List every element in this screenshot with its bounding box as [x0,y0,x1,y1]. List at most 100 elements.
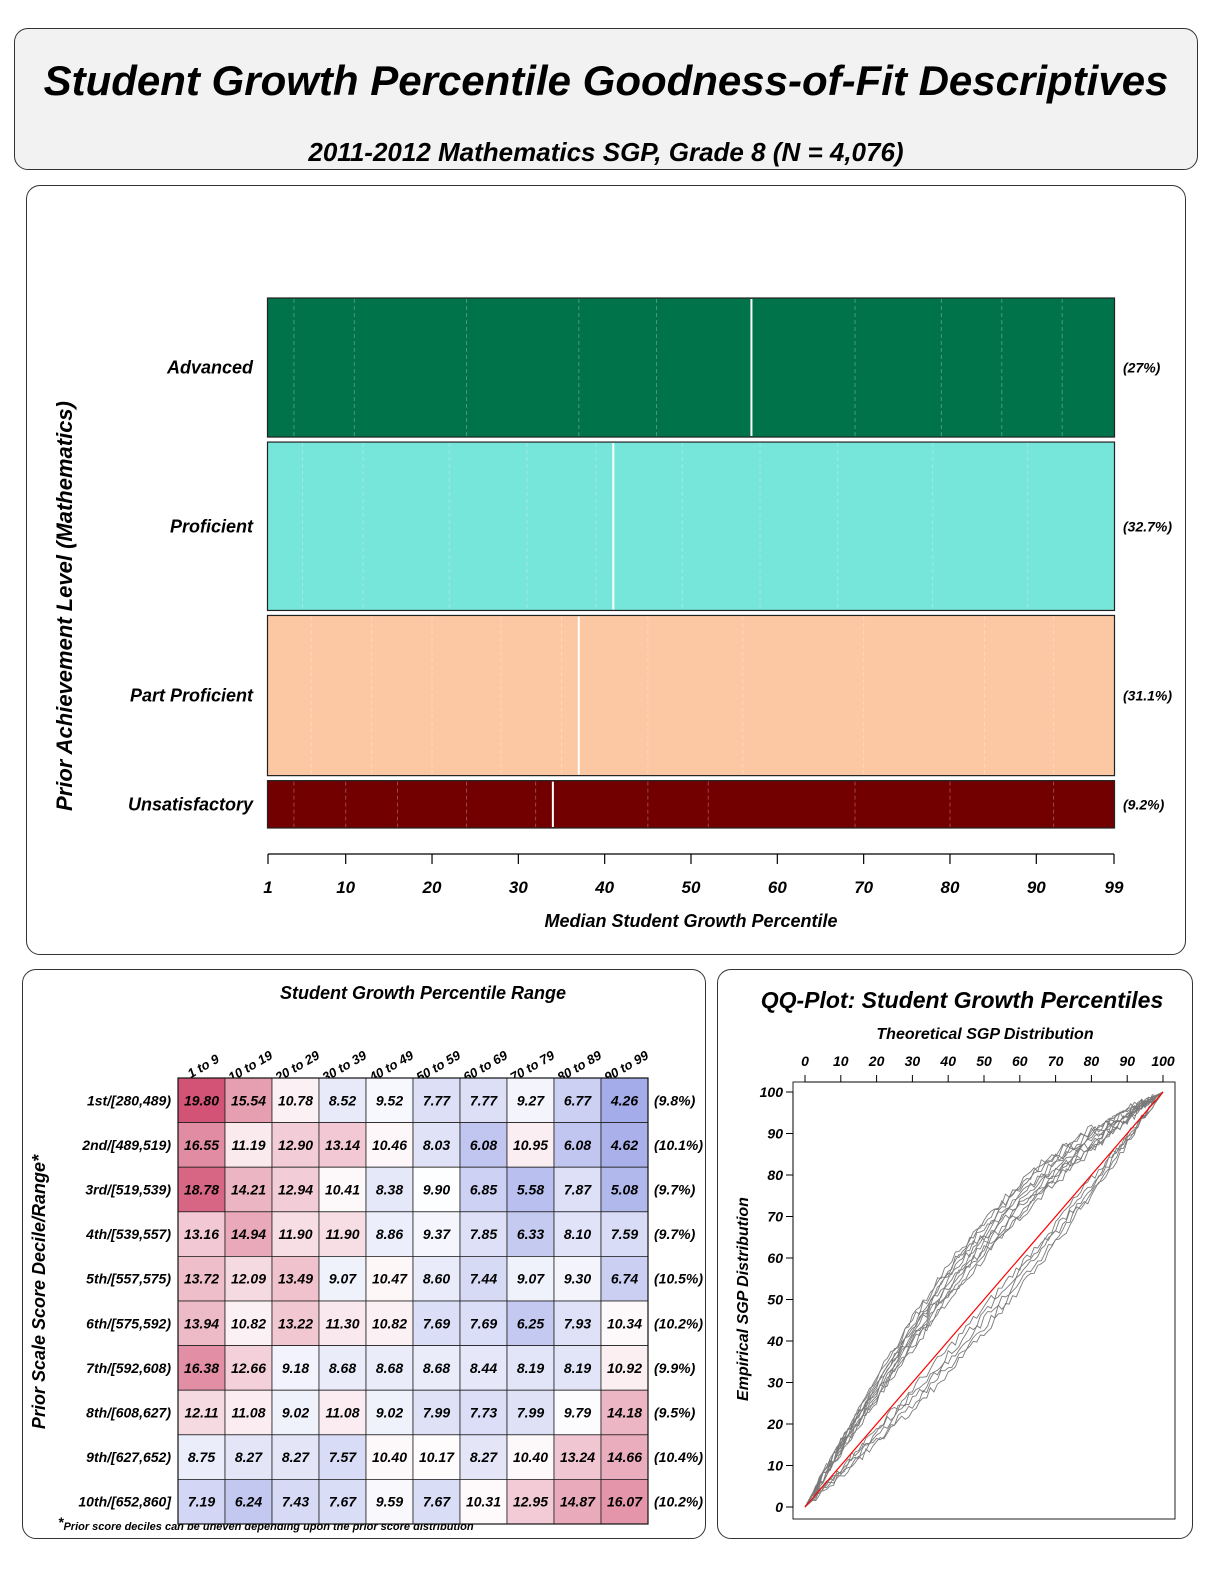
heatmap-cell-value: 16.55 [184,1137,219,1153]
heatmap-cell [506,1077,555,1123]
bar-category-label: Advanced [166,358,254,378]
bar-x-tick-label: 20 [422,878,442,897]
heatmap-cell [177,1255,226,1302]
bar-unsatisfactory [266,780,1116,829]
heatmap-row-label: 1st/[280,489) [87,1092,171,1108]
heatmap-cell [224,1166,273,1213]
bar-advanced [266,297,1116,438]
heatmap-row-share: (9.9%) [654,1360,696,1376]
heatmap-cell [553,1300,602,1346]
heatmap-cell-value: 8.68 [376,1360,403,1376]
qq-y-tick-label: 80 [767,1167,783,1183]
heatmap-cell [459,1434,508,1480]
qq-x-tick-label: 20 [868,1053,885,1069]
heatmap-cell-value: 10.82 [231,1315,266,1331]
heatmap-row-label: 3rd/[519,539) [85,1182,171,1198]
heatmap-cell [224,1345,273,1391]
heatmap-cell [600,1478,649,1525]
heatmap-cell [600,1345,649,1391]
qq-x-tick-label: 40 [939,1053,956,1069]
heatmap-ylabel: Prior Scale Score Decile/Range* [29,1154,49,1429]
heatmap-cell [271,1478,320,1525]
heatmap-cell-value: 8.19 [517,1360,544,1376]
heatmap-cell [318,1345,367,1391]
heatmap-cell-value: 11.30 [326,1315,360,1331]
heatmap-cell-value: 10.46 [372,1137,407,1153]
heatmap-cell [600,1434,649,1480]
qq-series-line [804,1091,1164,1508]
qq-x-tick-label: 10 [833,1053,849,1069]
heatmap-cell-value: 10.92 [607,1360,642,1376]
bar-x-tick-label: 1 [263,878,272,897]
heatmap-cell [365,1166,414,1213]
heatmap-cell-value: 10.40 [513,1449,548,1465]
heatmap-cell-value: 9.07 [517,1271,545,1287]
heatmap-cell-value: 8.38 [376,1182,403,1198]
heatmap-cell-value: 7.85 [470,1226,497,1242]
heatmap-cell [224,1077,273,1123]
heatmap-cell-value: 7.93 [564,1315,591,1331]
qq-y-tick-label: 10 [767,1458,783,1474]
median-sgp-bar-chart: Prior Achievement Level (Mathematics) Me… [52,297,1172,931]
bar-x-tick-label: 50 [682,878,701,897]
heatmap-cell [412,1211,461,1257]
heatmap-cell-value: 13.14 [325,1137,360,1153]
heatmap-cell-value: 7.44 [470,1271,497,1287]
qq-series-line [804,1091,1164,1508]
qq-plot-panel: QQ-Plot: Student Growth Percentiles Theo… [717,969,1193,1539]
heatmap-cell [365,1478,414,1525]
heatmap-cell [506,1300,555,1346]
qq-plot-box [792,1081,1176,1520]
heatmap-cell-value: 9.52 [376,1092,403,1108]
heatmap-cell-value: 15.54 [231,1092,266,1108]
heatmap-cell-value: 6.08 [470,1137,497,1153]
heatmap-cell [600,1300,649,1346]
heatmap-cell-value: 8.27 [282,1449,310,1465]
heatmap-cell [271,1122,320,1168]
heatmap-cell [553,1255,602,1302]
heatmap-row-label: 6th/[575,592) [86,1315,171,1331]
median-sgp-bar-panel: Prior Achievement Level (Mathematics) Me… [26,185,1186,955]
heatmap-cell-value: 8.27 [235,1449,263,1465]
sgp-range-heatmap: Student Growth Percentile Range Prior Sc… [29,983,703,1533]
heatmap-cell-value: 11.19 [232,1137,266,1153]
heatmap-cell [600,1389,649,1436]
heatmap-cell [553,1389,602,1436]
bar-share-label: (31.1%) [1123,688,1172,704]
heatmap-cell [412,1255,461,1302]
heatmap-cell-value: 13.22 [278,1315,313,1331]
heatmap-cell [271,1345,320,1391]
heatmap-cell-value: 16.07 [607,1494,643,1510]
heatmap-cell [224,1478,273,1525]
heatmap-cell-value: 10.95 [513,1137,548,1153]
heatmap-cell [365,1077,414,1123]
qq-title: QQ-Plot: Student Growth Percentiles [761,987,1164,1013]
heatmap-cell-value: 7.67 [329,1494,357,1510]
heatmap-cell-value: 9.30 [564,1271,591,1287]
heatmap-row-share: (9.7%) [654,1226,696,1242]
heatmap-cell-value: 8.86 [376,1226,403,1242]
heatmap-cell [600,1166,649,1213]
bar-category-label: Proficient [170,516,254,536]
heatmap-cell [459,1166,508,1213]
heatmap-cell-value: 8.60 [423,1271,450,1287]
heatmap-cell-value: 7.59 [611,1226,638,1242]
qq-y-tick-label: 0 [775,1499,783,1515]
heatmap-cell [553,1211,602,1257]
heatmap-cell [318,1434,367,1480]
heatmap-row-label: 7th/[592,608) [86,1360,171,1376]
heatmap-cell-value: 7.19 [188,1494,215,1510]
qq-x-tick-label: 50 [976,1053,992,1069]
qq-series-line [804,1091,1164,1508]
heatmap-cell-value: 12.94 [278,1182,313,1198]
bar-part-proficient [266,614,1116,777]
bar-proficient [266,441,1116,612]
heatmap-cell-value: 9.90 [423,1182,450,1198]
heatmap-cell-value: 10.31 [466,1494,501,1510]
heatmap-cell-value: 7.99 [517,1405,544,1421]
qq-x-tick-label: 70 [1048,1053,1064,1069]
heatmap-cell [177,1434,226,1480]
heatmap-cell [553,1434,602,1480]
heatmap-cell [318,1300,367,1346]
heatmap-cell [459,1300,508,1346]
